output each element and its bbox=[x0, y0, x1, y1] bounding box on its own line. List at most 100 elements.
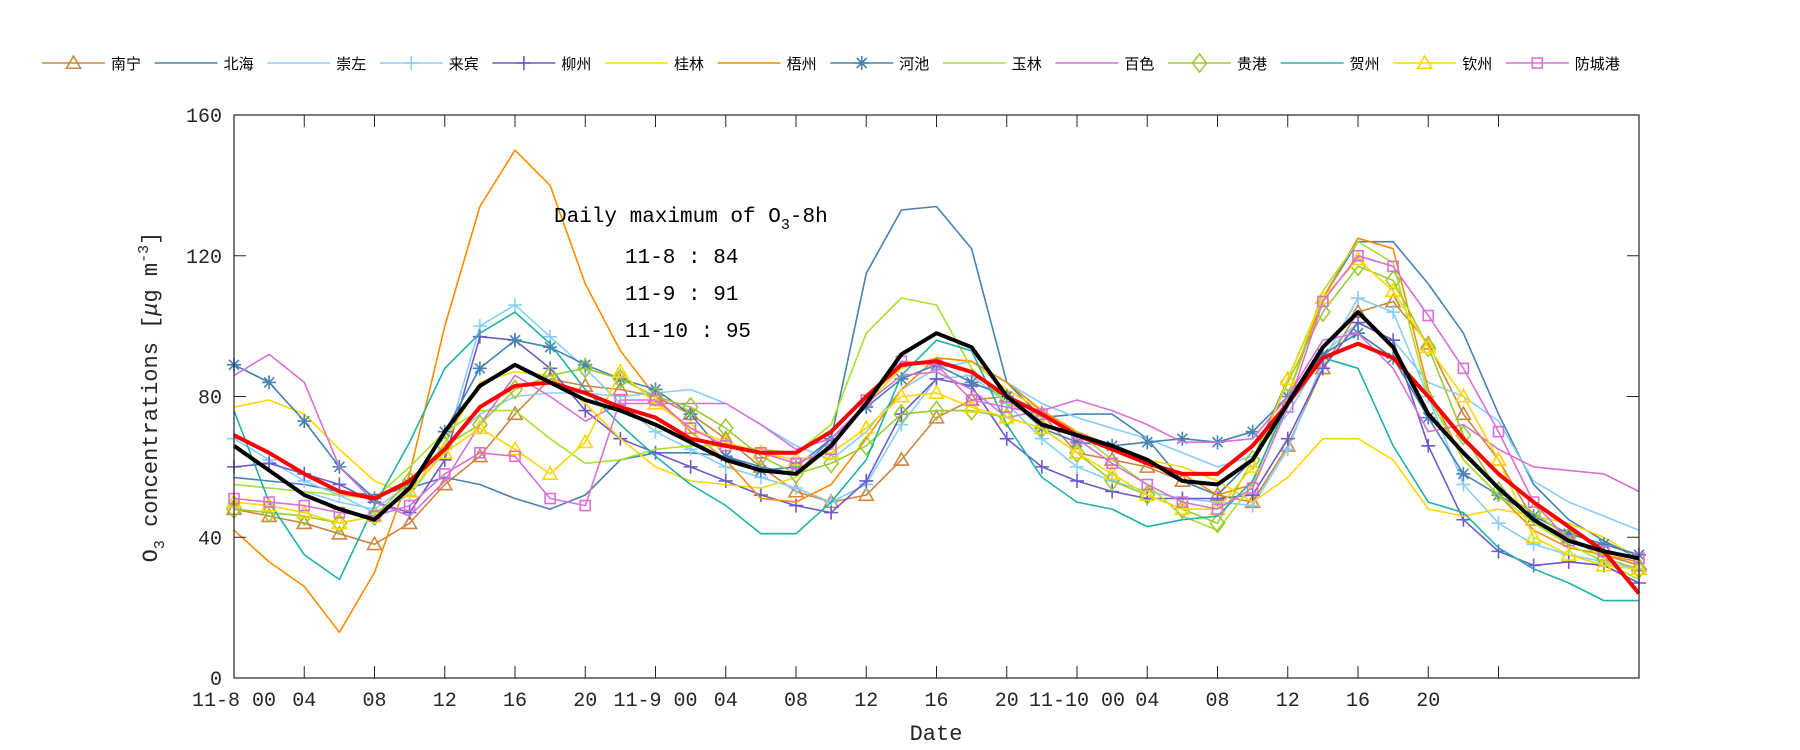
series-13-line bbox=[233, 258, 1640, 570]
triangle-marker bbox=[1490, 451, 1507, 466]
triangle-marker bbox=[892, 387, 910, 403]
y-tick-label: 120 bbox=[186, 247, 222, 270]
asterisk-marker bbox=[1421, 410, 1436, 425]
triangle-marker bbox=[330, 525, 348, 540]
asterisk-marker bbox=[789, 459, 803, 474]
x-tick-label: 16 bbox=[1346, 690, 1370, 713]
legend-item: 百色 bbox=[1055, 55, 1154, 73]
legend-item: 桂林 bbox=[605, 55, 704, 73]
plus-marker bbox=[929, 371, 944, 386]
plus-marker bbox=[332, 477, 347, 492]
plus-marker bbox=[683, 459, 698, 474]
y-tick-label: 40 bbox=[198, 528, 222, 551]
legend-label: 河池 bbox=[899, 55, 929, 73]
asterisk-marker bbox=[1561, 526, 1576, 541]
legend-item: 河池 bbox=[830, 55, 929, 73]
x-tick-label: 12 bbox=[854, 690, 878, 713]
triangle-marker bbox=[892, 451, 910, 466]
plus-marker bbox=[1561, 554, 1576, 569]
square-marker bbox=[438, 468, 451, 480]
triangle-marker bbox=[1454, 387, 1472, 403]
square-marker bbox=[1106, 457, 1118, 470]
x-tick-label: 08 bbox=[362, 690, 386, 713]
plus-marker bbox=[718, 473, 733, 488]
annotation-line-11-8: 11-8 : 84 bbox=[625, 247, 738, 270]
y-axis-label: O3 concentrations [μg m-3] bbox=[136, 232, 169, 563]
series-7 bbox=[233, 149, 1640, 634]
series-5 bbox=[227, 315, 1646, 590]
plus-marker bbox=[578, 403, 593, 418]
triangle-marker bbox=[963, 398, 981, 414]
plus-marker bbox=[1526, 537, 1541, 552]
diamond-marker bbox=[1104, 470, 1121, 492]
asterisk-marker bbox=[718, 449, 733, 464]
asterisk-marker bbox=[683, 407, 698, 422]
triangle-marker bbox=[1419, 338, 1437, 354]
square-icon bbox=[1531, 57, 1544, 69]
y-tick-label: 160 bbox=[186, 106, 222, 129]
triangle-marker bbox=[928, 384, 945, 400]
triangle-marker bbox=[576, 433, 594, 449]
triangle-marker bbox=[1384, 282, 1402, 297]
asterisk-icon bbox=[854, 56, 869, 70]
x-tick-label: 20 bbox=[1416, 690, 1440, 713]
plus-icon bbox=[516, 56, 531, 70]
series-1-line bbox=[233, 300, 1640, 567]
annotation-line-11-9: 11-9 : 91 bbox=[625, 284, 738, 307]
plus-marker bbox=[402, 505, 417, 520]
plus-marker bbox=[1070, 473, 1084, 488]
annotation-line-11-10: 11-10 : 95 bbox=[625, 321, 751, 344]
square-marker bbox=[649, 394, 662, 406]
asterisk-marker bbox=[1315, 347, 1330, 362]
triangle-marker bbox=[1279, 370, 1297, 385]
series-2 bbox=[233, 205, 1640, 560]
asterisk-marker bbox=[894, 371, 909, 386]
triangle-marker bbox=[1103, 465, 1121, 480]
plus-marker bbox=[1315, 361, 1330, 376]
diamond-marker bbox=[893, 403, 910, 425]
triangle-marker bbox=[330, 514, 348, 530]
x-tick-label: 12 bbox=[1276, 690, 1300, 713]
square-marker bbox=[1317, 295, 1329, 308]
asterisk-marker bbox=[472, 361, 487, 376]
plus-marker bbox=[1105, 484, 1120, 499]
plus-icon bbox=[404, 56, 419, 70]
square-marker bbox=[965, 394, 978, 406]
plus-marker bbox=[859, 473, 874, 488]
triangle-marker bbox=[1595, 556, 1613, 572]
legend-item: 南宁 bbox=[42, 54, 141, 73]
x-axis-label: Date bbox=[910, 722, 963, 747]
diamond-marker bbox=[331, 512, 348, 534]
legend-item: 崇左 bbox=[267, 55, 366, 73]
plus-marker bbox=[753, 488, 768, 503]
x-tick-label: 08 bbox=[784, 690, 808, 713]
square-marker bbox=[403, 499, 416, 512]
legend-label: 玉林 bbox=[1012, 55, 1042, 73]
legend-label: 贺州 bbox=[1350, 55, 1380, 73]
legend-item: 北海 bbox=[154, 55, 254, 73]
square-marker bbox=[1422, 309, 1435, 322]
triangle-marker bbox=[1173, 500, 1191, 516]
legend-label: 北海 bbox=[224, 55, 254, 73]
series-mean-black bbox=[232, 310, 1640, 561]
asterisk-marker bbox=[648, 382, 663, 397]
plus-marker bbox=[789, 498, 803, 513]
triangle-marker bbox=[1138, 486, 1156, 502]
legend-label: 南宁 bbox=[111, 55, 141, 73]
triangle-marker bbox=[295, 504, 313, 519]
x-tick-label: 04 bbox=[292, 690, 316, 713]
legend-item: 梧州 bbox=[717, 55, 817, 73]
square-marker bbox=[579, 499, 592, 512]
legend-label: 防城港 bbox=[1575, 55, 1620, 73]
square-marker bbox=[509, 450, 521, 463]
y-tick-label: 0 bbox=[210, 669, 222, 692]
triangle-icon bbox=[1416, 54, 1434, 70]
diamond-marker bbox=[823, 452, 840, 474]
legend-label: 百色 bbox=[1124, 55, 1154, 73]
triangle-marker bbox=[366, 535, 383, 551]
asterisk-marker bbox=[297, 414, 312, 429]
triangle-marker bbox=[1454, 405, 1472, 421]
asterisk-marker bbox=[578, 357, 593, 372]
series-layer bbox=[225, 149, 1648, 634]
triangle-marker bbox=[857, 486, 875, 502]
